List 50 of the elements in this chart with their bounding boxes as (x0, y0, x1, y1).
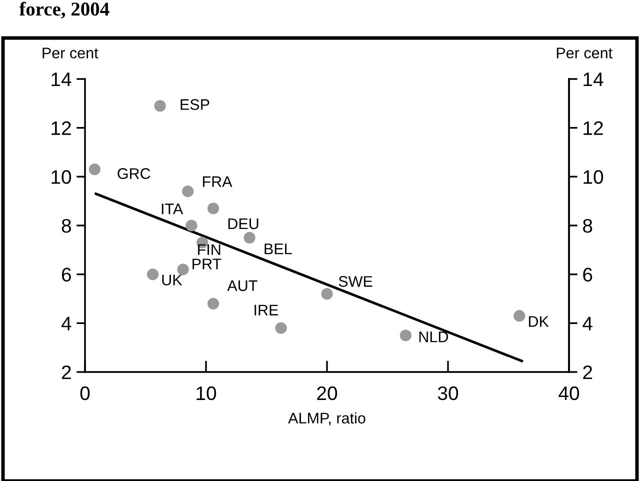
y-tick-label: 14 (52, 72, 72, 86)
x-tick-label: 20 (317, 386, 338, 400)
annotation: UK (162, 274, 182, 286)
point (186, 220, 198, 232)
annotation: NLD (419, 332, 448, 342)
point (275, 322, 287, 334)
x-tick-label: 40 (558, 386, 580, 400)
y2-axis-title: Per cent (556, 48, 612, 58)
y2-tick-label: 2 (583, 365, 592, 380)
y2-tick-label: 14 (584, 72, 604, 86)
x-axis-title: ALMP, ratio (288, 412, 366, 426)
y-tick-label: 8 (62, 218, 71, 233)
annotation: AUT (227, 280, 258, 292)
annotation: PRT (192, 258, 222, 270)
y-tick-label: 10 (52, 170, 72, 184)
y2-tick-label: 4 (582, 316, 592, 330)
annotation: IRE (254, 304, 278, 316)
y2-tick-label: 8 (583, 218, 592, 233)
annotation: FIN (198, 244, 220, 255)
point (88, 164, 100, 176)
chart-title: force, 2004 (19, 2, 110, 19)
annotation: SWE (338, 276, 372, 287)
point (182, 186, 194, 198)
y-tick-label: 2 (62, 365, 71, 380)
annotation: DEU (228, 218, 258, 230)
annotation: ESP (180, 99, 210, 110)
point (400, 330, 412, 342)
point (177, 264, 189, 276)
point (207, 298, 220, 310)
point (514, 310, 526, 322)
x-tick-label: 0 (80, 386, 90, 400)
point (244, 232, 256, 244)
y2-tick-label: 10 (584, 170, 604, 184)
x-tick-label: 10 (196, 386, 216, 400)
y2-tick-label: 12 (584, 121, 603, 135)
annotation: ITA (162, 204, 184, 214)
point (146, 268, 159, 280)
point (154, 100, 166, 112)
point (207, 202, 220, 214)
y-tick-label: 4 (61, 316, 72, 330)
point (321, 288, 333, 300)
y-tick-label: 6 (62, 268, 71, 282)
y-axis-title: Per cent (42, 48, 98, 58)
y2-tick-label: 6 (583, 268, 592, 282)
x-tick-label: 30 (438, 386, 458, 400)
y-tick-label: 12 (52, 121, 71, 135)
annotation: FRA (202, 176, 232, 187)
annotation: GRC (118, 168, 150, 179)
annotation: BEL (264, 244, 292, 254)
annotation: DK (528, 316, 549, 327)
